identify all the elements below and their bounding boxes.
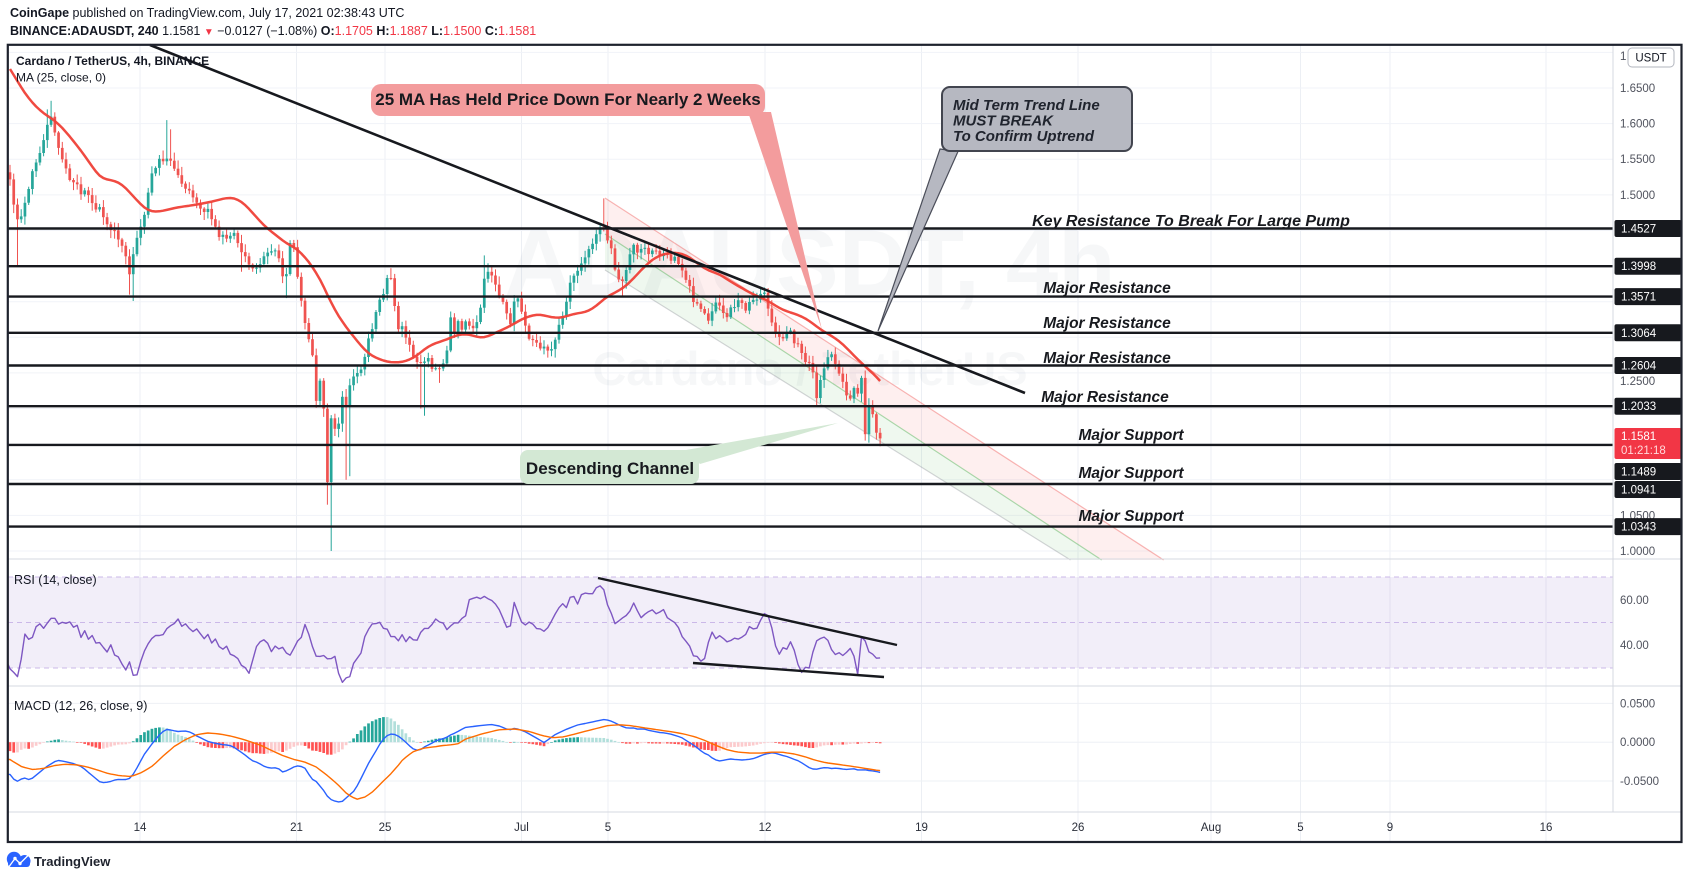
svg-text:RSI (14, close): RSI (14, close) xyxy=(14,573,97,587)
svg-text:TradingView: TradingView xyxy=(34,854,111,869)
svg-text:Cardano / TetherUS: Cardano / TetherUS xyxy=(592,342,1027,395)
svg-text:26: 26 xyxy=(1072,822,1085,834)
svg-text:Major Support: Major Support xyxy=(1078,427,1184,444)
svg-text:1.5500: 1.5500 xyxy=(1620,154,1655,166)
svg-text:ADAUSDT, 4h: ADAUSDT, 4h xyxy=(504,210,1115,315)
svg-text:1.4527: 1.4527 xyxy=(1621,224,1656,236)
svg-text:60.00: 60.00 xyxy=(1620,595,1649,607)
svg-text:MA (25, close, 0): MA (25, close, 0) xyxy=(16,71,106,85)
svg-text:1: 1 xyxy=(1620,51,1626,63)
svg-text:Major Resistance: Major Resistance xyxy=(1043,350,1171,367)
svg-text:1.0343: 1.0343 xyxy=(1621,522,1656,534)
svg-text:1.2033: 1.2033 xyxy=(1621,401,1656,413)
svg-text:9: 9 xyxy=(1387,822,1393,834)
svg-text:1.2604: 1.2604 xyxy=(1621,361,1657,373)
svg-text:Major Resistance: Major Resistance xyxy=(1043,315,1171,332)
svg-text:-0.0500: -0.0500 xyxy=(1620,776,1659,788)
svg-text:1.0000: 1.0000 xyxy=(1620,546,1655,558)
svg-text:14: 14 xyxy=(134,822,147,834)
svg-text:Mid Term Trend Line: Mid Term Trend Line xyxy=(953,97,1100,114)
svg-text:12: 12 xyxy=(759,822,772,834)
svg-text:25: 25 xyxy=(379,822,392,834)
svg-text:0.0500: 0.0500 xyxy=(1620,698,1655,710)
svg-text:1.3998: 1.3998 xyxy=(1621,261,1656,273)
svg-text:1.5000: 1.5000 xyxy=(1620,190,1655,202)
svg-text:Major Resistance: Major Resistance xyxy=(1041,389,1169,406)
svg-text:USDT: USDT xyxy=(1635,53,1666,65)
svg-text:21: 21 xyxy=(290,822,303,834)
svg-text:16: 16 xyxy=(1540,822,1553,834)
svg-text:19: 19 xyxy=(915,822,928,834)
svg-text:0.0000: 0.0000 xyxy=(1620,737,1655,749)
svg-text:01:21:18: 01:21:18 xyxy=(1621,445,1666,457)
svg-text:1.6500: 1.6500 xyxy=(1620,83,1655,95)
svg-text:1.3571: 1.3571 xyxy=(1621,292,1656,304)
svg-text:Aug: Aug xyxy=(1201,822,1221,834)
svg-text:40.00: 40.00 xyxy=(1620,640,1649,652)
svg-text:To Confirm Uptrend: To Confirm Uptrend xyxy=(953,128,1095,145)
svg-text:MUST BREAK: MUST BREAK xyxy=(953,113,1054,130)
svg-text:1.6000: 1.6000 xyxy=(1620,119,1655,131)
svg-text:5: 5 xyxy=(605,822,611,834)
svg-text:1.3064: 1.3064 xyxy=(1621,328,1657,340)
svg-text:Key Resistance To Break For La: Key Resistance To Break For Large Pump xyxy=(1032,213,1350,230)
svg-text:1.2500: 1.2500 xyxy=(1620,376,1655,388)
svg-text:Jul: Jul xyxy=(514,822,529,834)
svg-text:Descending Channel: Descending Channel xyxy=(526,459,694,478)
svg-text:5: 5 xyxy=(1297,822,1303,834)
svg-text:1.1489: 1.1489 xyxy=(1621,467,1656,479)
svg-text:Major Support: Major Support xyxy=(1078,465,1184,482)
svg-text:1.1581: 1.1581 xyxy=(1621,431,1656,443)
svg-text:Major Resistance: Major Resistance xyxy=(1043,280,1171,297)
svg-text:1.0941: 1.0941 xyxy=(1621,485,1656,497)
svg-text:Cardano / TetherUS, 4h, BINANC: Cardano / TetherUS, 4h, BINANCE xyxy=(16,54,209,68)
svg-text:MACD (12, 26, close, 9): MACD (12, 26, close, 9) xyxy=(14,699,147,713)
svg-text:25 MA Has Held Price Down For: 25 MA Has Held Price Down For Nearly 2 W… xyxy=(375,90,760,109)
svg-text:Major Support: Major Support xyxy=(1078,508,1184,525)
